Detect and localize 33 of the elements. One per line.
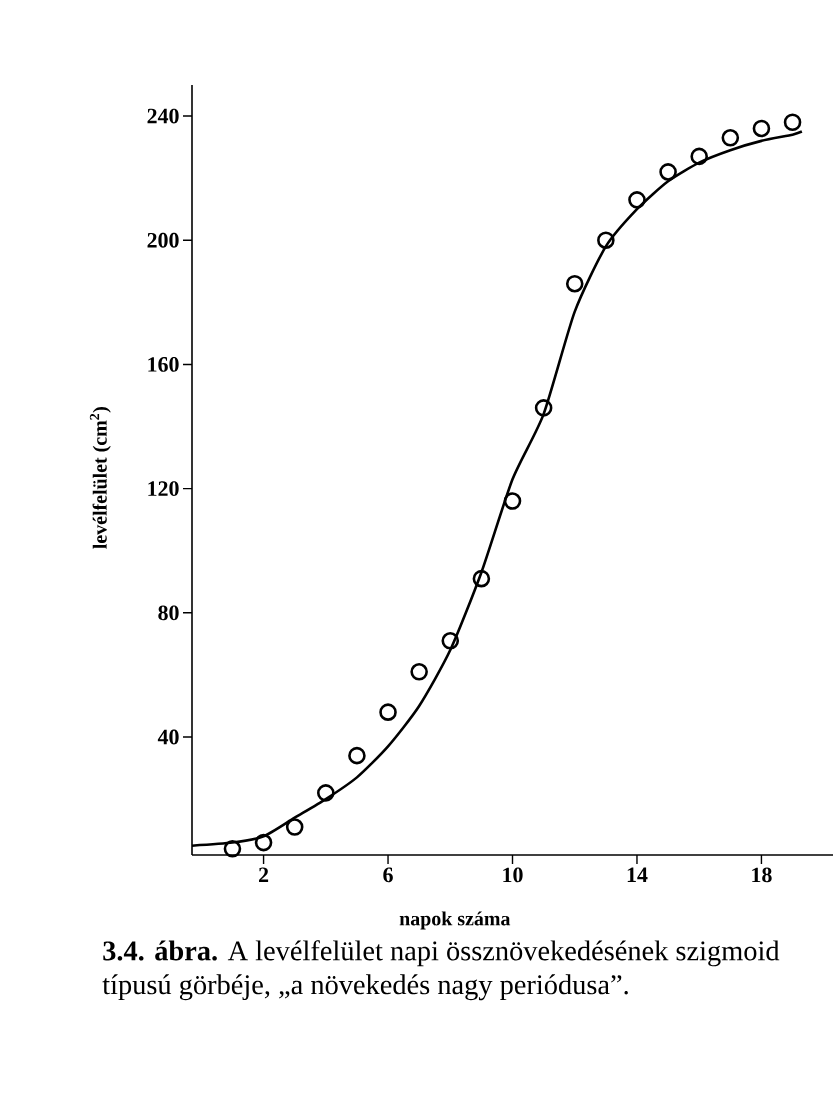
point	[690, 147, 708, 166]
point	[721, 128, 740, 147]
point	[285, 818, 304, 836]
point	[348, 746, 366, 765]
point	[254, 833, 273, 852]
y-axis-title: levélfelület (cm$^{2}$)	[89, 407, 111, 549]
point	[752, 119, 771, 138]
point	[597, 231, 615, 250]
x-tick-label: 6	[383, 867, 393, 883]
point	[223, 839, 242, 858]
point	[317, 784, 335, 802]
x-tick-label: 18	[752, 867, 772, 883]
text: 3.4. ábra. A levélfelület napi össznövekedésének szigmoid típusú görbéje, „a növekedés nagy periódusa”.	[102, 940, 780, 1001]
y-tick-label: 160	[148, 357, 179, 372]
y-tick-label: 40	[157, 729, 179, 745]
y-tick-label: 200	[147, 232, 179, 248]
point	[379, 703, 397, 721]
point	[441, 631, 460, 650]
x-tick-label: 14	[627, 867, 648, 882]
point	[659, 163, 677, 181]
point	[565, 274, 584, 293]
x-tick-label: 2	[259, 867, 269, 883]
x-axis-title: napok száma	[399, 911, 511, 930]
point	[410, 663, 428, 681]
point	[628, 191, 646, 209]
point	[783, 113, 802, 132]
y-tick-label: 240	[147, 108, 179, 124]
y-tick-label: 80	[158, 605, 179, 621]
y-tick-label: 120	[148, 481, 179, 497]
point	[503, 492, 522, 510]
x-tick-label: 10	[503, 867, 523, 883]
point	[472, 569, 491, 588]
point	[534, 399, 553, 417]
